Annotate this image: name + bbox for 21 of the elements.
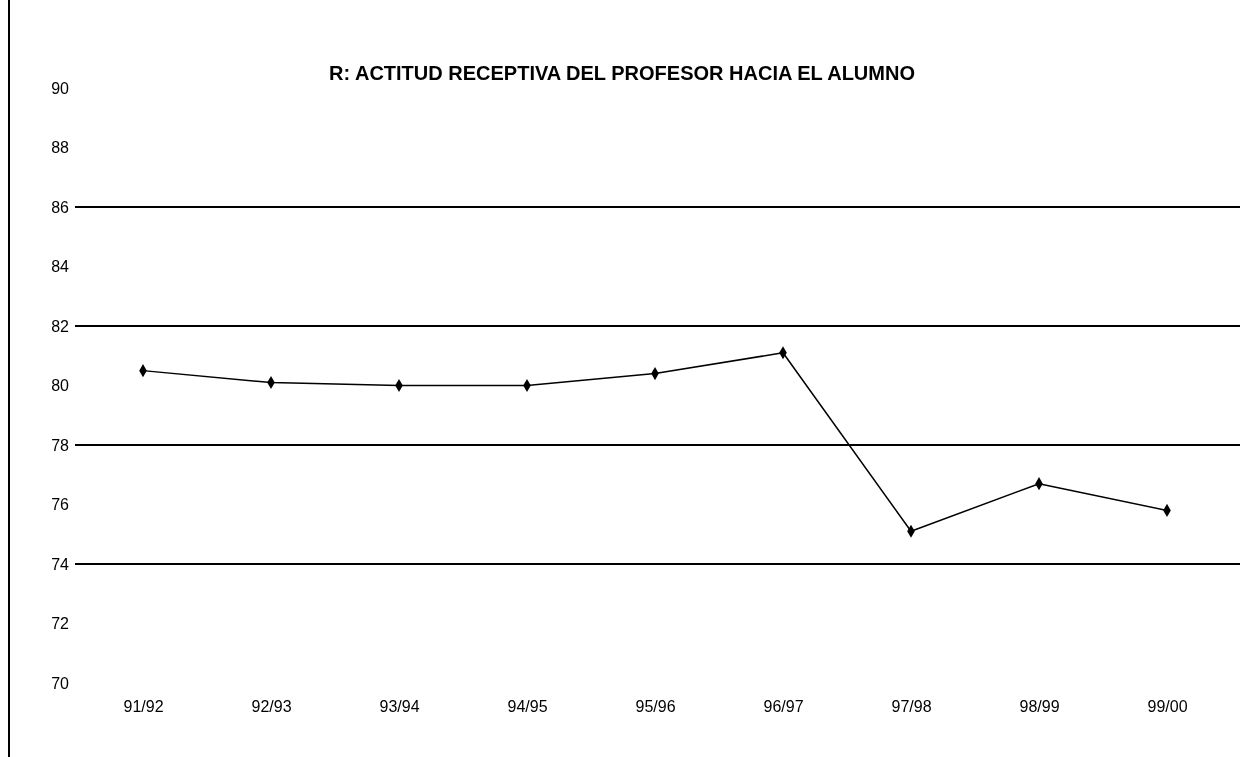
x-tick-label: 91/92 — [123, 698, 164, 716]
chart-title: R: ACTITUD RECEPTIVA DEL PROFESOR HACIA EL ALUMNO — [329, 62, 915, 84]
y-tick-label: 76 — [51, 496, 70, 514]
x-tick-label: 95/96 — [635, 698, 676, 716]
y-tick-label: 84 — [51, 258, 70, 276]
y-tick-label: 88 — [51, 139, 70, 157]
x-tick-label: 99/00 — [1147, 698, 1188, 716]
y-tick-label: 78 — [51, 436, 70, 454]
y-tick-label: 80 — [51, 377, 70, 395]
y-tick-label: 86 — [51, 198, 70, 216]
x-tick-label: 98/99 — [1019, 698, 1060, 716]
y-tick-label: 74 — [51, 555, 70, 573]
x-tick-label: 92/93 — [251, 698, 292, 716]
x-tick-label: 93/94 — [379, 698, 420, 716]
x-tick-label: 94/95 — [507, 698, 548, 716]
x-tick-label: 97/98 — [891, 698, 932, 716]
y-tick-label: 70 — [51, 674, 70, 692]
y-tick-label: 72 — [51, 615, 70, 633]
x-tick-label: 96/97 — [763, 698, 804, 716]
y-tick-label: 90 — [51, 79, 70, 97]
y-tick-label: 82 — [51, 317, 70, 335]
